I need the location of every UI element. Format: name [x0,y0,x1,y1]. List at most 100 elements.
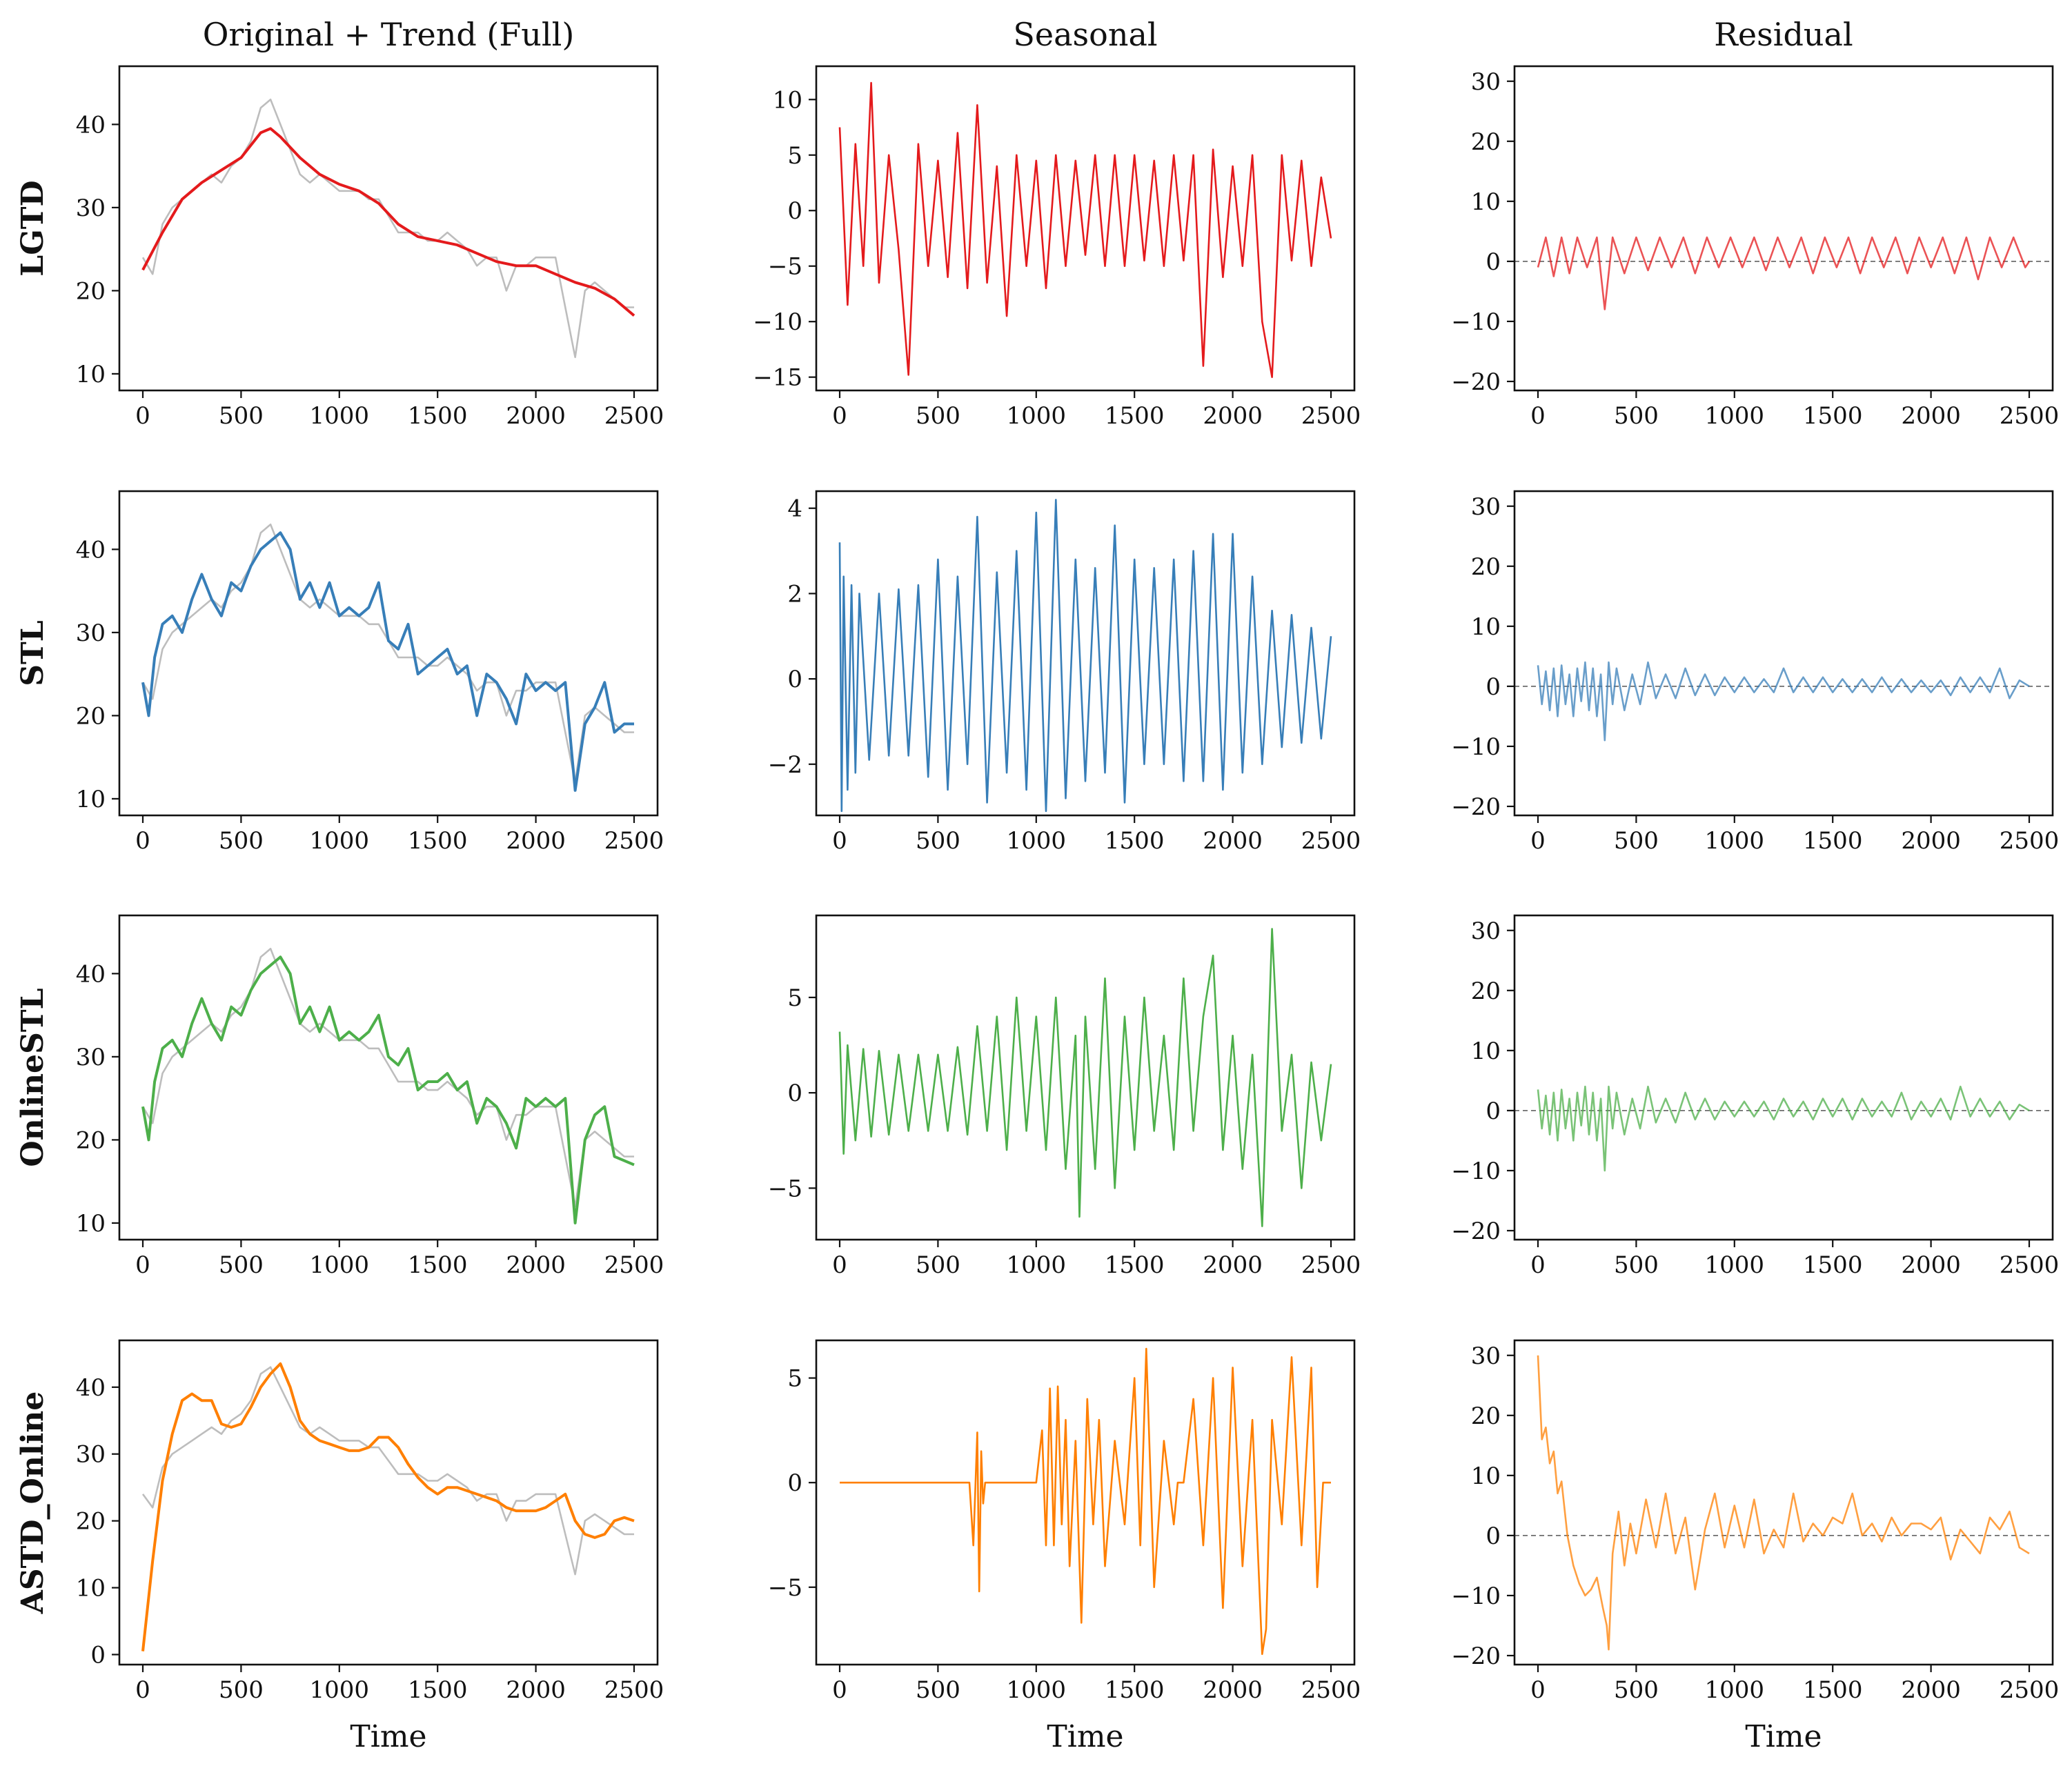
y-tick-label: 20 [1471,1402,1501,1430]
x-tick-label: 500 [1614,1676,1659,1704]
y-tick-label: −2 [768,751,802,779]
x-tick-label: 2000 [506,1676,566,1704]
y-tick-label: 0 [787,1080,802,1107]
y-tick-label: 20 [1471,128,1501,156]
column-title-trend: Original + Trend (Full) [203,16,575,53]
y-tick-label: −10 [1451,733,1501,761]
y-tick-label: 20 [76,277,106,305]
x-tick-label: 2500 [2000,1251,2060,1279]
x-tick-label: 1500 [408,827,468,855]
x-tick-label: 500 [916,1676,960,1704]
x-tick-label: 1500 [1105,402,1165,430]
y-tick-label: 10 [1471,1462,1501,1490]
x-tick-label: 1500 [1803,402,1863,430]
subplot-onlinestl-seasonal: 0 500 1000 1500 2000 2500 −5 0 5 [768,914,1361,1279]
x-tick-label: 1500 [408,1676,468,1704]
x-tick-label: 1500 [1105,1251,1165,1279]
stl-seasonal-line [838,499,1332,813]
y-tick-label: 40 [76,1374,106,1402]
y-tick-label: 5 [787,984,802,1012]
original-series-line [141,947,634,1208]
x-tick-label: 0 [135,1251,150,1279]
axes-frame [815,65,1356,392]
astd-online-trend-line [141,1362,635,1651]
axes-frame [118,65,659,392]
y-tick-label: 40 [76,536,106,564]
onlinestl-seasonal-line [838,928,1332,1227]
x-tick-label: 2000 [1203,1251,1263,1279]
x-tick-label: 500 [219,402,264,430]
y-tick-label: 20 [76,1508,106,1536]
onlinestl-residual-line [1537,1085,2030,1172]
y-tick-label: 20 [76,702,106,730]
lgtd-seasonal-line [838,81,1332,379]
x-tick-label: 2500 [604,1676,664,1704]
column-titles: Original + Trend (Full) Seasonal Residual [203,16,1853,53]
y-tick-label: 5 [787,142,802,170]
x-tick-label: 1500 [1803,1676,1863,1704]
y-tick-label: 40 [76,111,106,139]
y-tick-label: 2 [787,580,802,608]
x-tick-label: 1500 [1803,1251,1863,1279]
x-tick-label: 1500 [408,402,468,430]
subplot-astd-online-residual: 0 500 1000 1500 2000 2500 −20 −10 0 10 20 30 [1451,1339,2060,1704]
y-tick-label: 5 [787,1365,802,1393]
axes-frame [815,1339,1356,1666]
y-tick-label: 30 [1471,68,1501,96]
original-series-line [141,1366,634,1576]
x-tick-label: 2000 [1901,1676,1961,1704]
y-tick-label: 10 [1471,1038,1501,1065]
x-tick-label: 1000 [1007,1676,1067,1704]
subplot-lgtd-seasonal: 0 500 1000 1500 2000 2500 −15 −10 −5 0 5 10 [753,65,1361,430]
x-tick-label: 1000 [310,1251,370,1279]
y-tick-label: 30 [76,1441,106,1469]
x-tick-label: 500 [916,402,960,430]
y-tick-label: 30 [1471,1342,1501,1370]
x-tick-label: 500 [219,1676,264,1704]
y-tick-label: 10 [1471,613,1501,641]
axes-frame [1513,65,2054,392]
x-axis-label-trend: Time [350,1719,426,1754]
x-tick-label: 1500 [408,1251,468,1279]
x-tick-label: 0 [832,402,847,430]
y-tick-label: 20 [76,1127,106,1154]
axes-frame [1513,914,2054,1241]
y-tick-label: 10 [773,86,802,114]
x-tick-label: 2000 [1203,827,1263,855]
y-tick-label: −20 [1451,1218,1501,1245]
y-tick-label: 0 [1486,248,1501,276]
row-label-onlinestl: OnlineSTL [15,988,50,1167]
subplot-stl-trend: 0 500 1000 1500 2000 2500 10 20 30 40 [76,490,664,855]
subplot-astd-online-trend: 0 500 1000 1500 2000 2500 0 10 20 30 40 [76,1339,664,1704]
x-tick-label: 1000 [1705,402,1765,430]
y-tick-label: −5 [768,253,802,281]
x-tick-label: 0 [1530,827,1546,855]
y-tick-label: 0 [90,1641,106,1669]
y-tick-label: 40 [76,960,106,988]
y-tick-label: 20 [1471,553,1501,581]
x-tick-label: 0 [135,1676,150,1704]
x-tick-label: 500 [219,1251,264,1279]
x-tick-label: 0 [832,1251,847,1279]
x-tick-label: 1000 [1705,1676,1765,1704]
y-tick-label: 10 [76,361,106,388]
y-tick-label: 0 [1486,1522,1501,1550]
x-tick-label: 0 [135,402,150,430]
x-tick-label: 2500 [2000,1676,2060,1704]
y-tick-label: −5 [768,1175,802,1202]
x-tick-label: 1000 [1007,1251,1067,1279]
subplot-onlinestl-trend: 0 500 1000 1500 2000 2500 10 20 30 40 [76,914,664,1279]
y-tick-label: 10 [76,786,106,813]
onlinestl-trend-line [141,955,635,1224]
y-tick-label: −10 [1451,1158,1501,1185]
row-label-astd-online: ASTD_Online [15,1391,50,1615]
x-tick-label: 500 [1614,402,1659,430]
row-label-lgtd: LGTD [15,180,50,276]
y-tick-label: 10 [1471,188,1501,216]
y-tick-label: −20 [1451,793,1501,821]
x-tick-label: 500 [916,827,960,855]
astd-online-residual-line [1537,1355,2030,1651]
original-series-line [141,523,634,784]
x-tick-label: 1500 [1803,827,1863,855]
subplot-lgtd-residual: 0 500 1000 1500 2000 2500 −20 −10 0 10 20 30 [1451,65,2059,430]
